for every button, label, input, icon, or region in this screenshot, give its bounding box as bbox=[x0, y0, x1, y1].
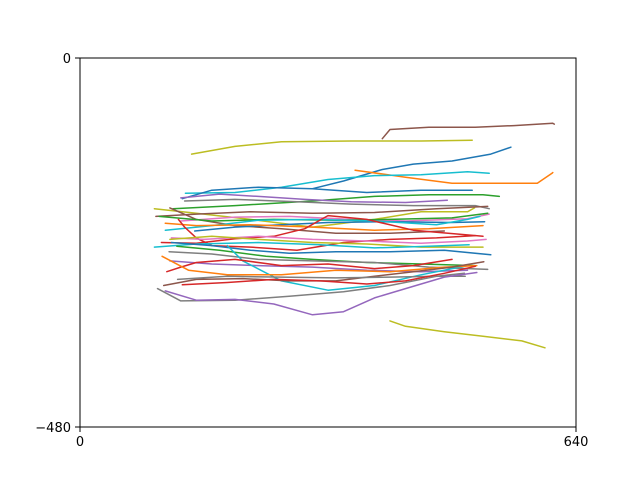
series-line-25 bbox=[168, 250, 489, 271]
series-line-29 bbox=[161, 255, 478, 276]
plot-area-frame bbox=[79, 57, 577, 428]
series-line-20 bbox=[170, 235, 487, 245]
series-line-4 bbox=[354, 169, 554, 185]
x-tick-label-0: 0 bbox=[76, 435, 84, 450]
series-line-34 bbox=[164, 271, 478, 316]
series-line-1 bbox=[190, 139, 473, 155]
series-line-19 bbox=[177, 218, 477, 251]
series-line-23 bbox=[170, 241, 492, 256]
x-tick-label-1: 640 bbox=[564, 435, 589, 450]
series-line-33 bbox=[156, 272, 466, 302]
series-line-17 bbox=[164, 222, 484, 231]
series-line-6 bbox=[181, 186, 473, 200]
series-line-9 bbox=[183, 198, 490, 210]
series-line-8 bbox=[180, 193, 449, 204]
series-line-18 bbox=[160, 214, 484, 245]
series-line-5 bbox=[184, 171, 490, 195]
y-tick-label-0: 0 bbox=[63, 52, 71, 67]
series-line-7 bbox=[172, 194, 501, 210]
series-line-35 bbox=[389, 320, 546, 349]
series-line-30 bbox=[162, 260, 485, 287]
series-line-32 bbox=[181, 265, 477, 286]
series-line-26 bbox=[169, 260, 469, 273]
series-line-2 bbox=[381, 122, 556, 140]
series-line-28 bbox=[166, 258, 453, 273]
y-tick-label-1: −480 bbox=[35, 421, 71, 436]
series-lines bbox=[153, 122, 556, 349]
series-line-3 bbox=[311, 146, 512, 190]
series-line-11 bbox=[155, 205, 489, 218]
